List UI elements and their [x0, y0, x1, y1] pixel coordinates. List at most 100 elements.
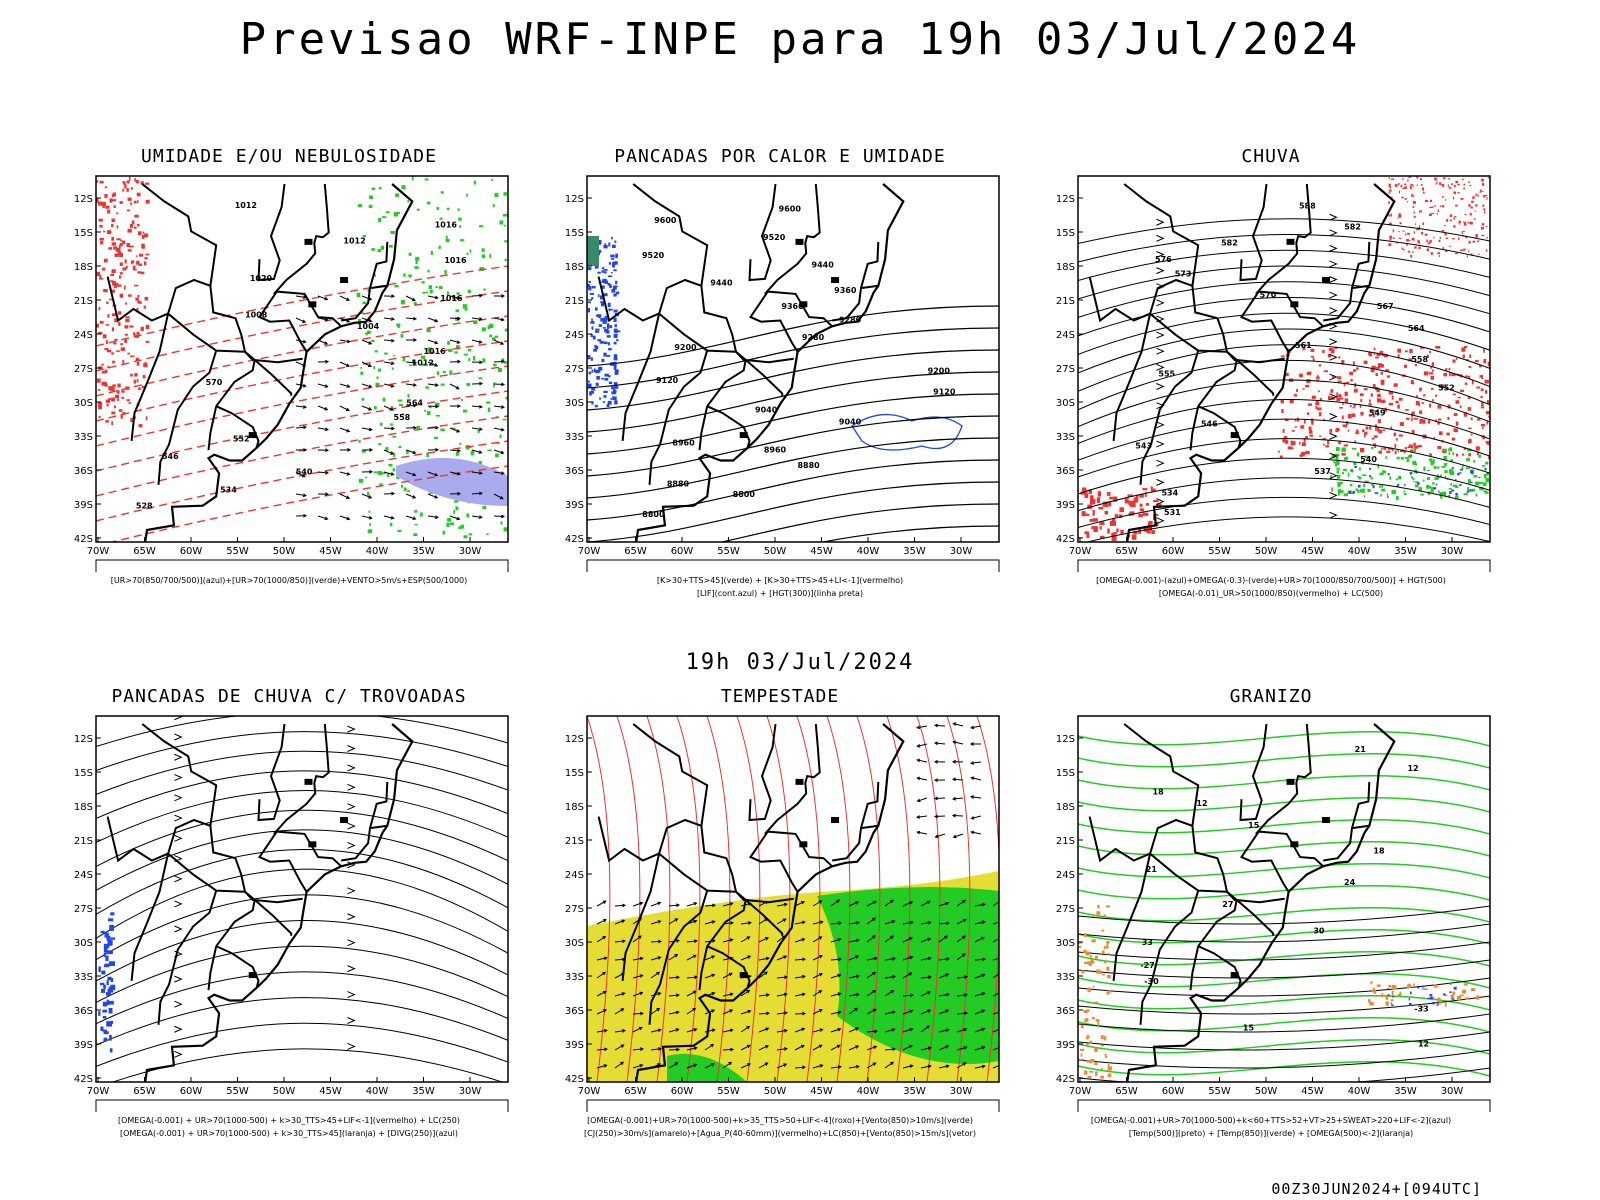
field-dot: [1142, 512, 1149, 516]
field-dot: [1444, 470, 1448, 474]
rain-red-field-north: [1388, 176, 1489, 258]
wind-vector-head: [764, 971, 768, 976]
field-dot: [589, 293, 595, 295]
field-dot: [1363, 388, 1368, 391]
field-dot: [392, 435, 397, 438]
wind-vector: [758, 994, 769, 997]
field-dot: [361, 450, 365, 453]
wind-vector-head: [909, 1064, 914, 1069]
field-dot: [599, 397, 602, 400]
wind-vector: [812, 1028, 823, 1033]
field-dot: [1411, 476, 1413, 479]
wind-vector: [920, 1047, 931, 1051]
wind-vector-head: [434, 318, 439, 323]
wind-vector-head: [621, 919, 626, 923]
field-dot: [1296, 388, 1298, 393]
field-dot: [367, 330, 371, 335]
field-dot: [120, 239, 123, 242]
wind-vector-head: [368, 495, 373, 499]
wind-vector: [920, 938, 931, 943]
wind-vector: [596, 919, 607, 925]
field-dot: [1285, 439, 1289, 444]
wind-vector: [974, 1028, 985, 1033]
field-dot: [1379, 350, 1384, 355]
field-dot: [1291, 430, 1295, 432]
field-dot: [1484, 211, 1486, 214]
border-line: [1226, 891, 1275, 936]
field-dot: [595, 328, 600, 331]
field-dot: [1343, 468, 1347, 471]
wind-vector-head: [479, 360, 484, 365]
wind-vector: [614, 1061, 624, 1069]
field-dot: [1146, 531, 1152, 534]
field-dot: [137, 223, 140, 227]
wind-vector-head: [346, 339, 351, 344]
wind-vector: [866, 1045, 877, 1051]
field-dot: [1435, 183, 1438, 185]
wind-vector: [956, 899, 966, 907]
border-line: [257, 183, 286, 282]
field-dot: [601, 286, 605, 289]
wind-vector: [650, 902, 661, 907]
field-dot: [103, 230, 106, 233]
field-dot: [587, 383, 592, 388]
panel-pancadas-trovoadas: PANCADAS DE CHUVA C/ TROVOADAS 12S 15S 18S…: [54, 686, 524, 1186]
field-dot: [1362, 429, 1365, 433]
wind-vector-head: [910, 993, 915, 998]
contour-label: 1008: [245, 311, 268, 320]
wind-vector: [812, 973, 823, 979]
field-dot: [1435, 419, 1438, 423]
wind-vector: [812, 936, 822, 943]
wind-vector: [650, 956, 661, 961]
field-dot: [1413, 231, 1416, 234]
wind-vector-head: [908, 972, 913, 976]
wind-vector-head: [456, 448, 461, 453]
field-dot: [1402, 178, 1404, 180]
field-dot: [1391, 448, 1394, 452]
wind-vector: [704, 1044, 714, 1051]
field-dot: [1472, 240, 1476, 243]
field-dot: [365, 332, 368, 336]
field-dot: [99, 180, 104, 184]
contour-label: 8960: [764, 446, 787, 455]
wind-vector: [383, 383, 394, 387]
wind-vector-head: [324, 296, 329, 301]
field-dot: [445, 238, 450, 243]
field-dot: [1447, 494, 1451, 498]
field-dot: [435, 286, 438, 288]
field-dot: [1444, 1002, 1447, 1007]
field-dot: [1349, 404, 1352, 408]
wind-vector: [405, 383, 416, 386]
field-dot: [1423, 371, 1429, 376]
streamline: [1078, 328, 1490, 374]
field-dot: [136, 379, 139, 383]
wind-vector: [295, 295, 306, 298]
streamline-arrow: [1329, 472, 1338, 480]
field-dot: [599, 340, 604, 344]
wind-vector-head: [413, 425, 418, 430]
field-dot: [1471, 380, 1474, 385]
lat-tick-label: 15S: [74, 228, 93, 239]
field-dot: [111, 199, 117, 202]
field-dot: [401, 185, 406, 190]
field-dot: [114, 318, 118, 323]
field-dot: [1294, 426, 1297, 428]
field-dot: [1407, 179, 1409, 182]
field-dot: [1385, 995, 1389, 1000]
wind-vector-head: [818, 1044, 823, 1049]
wind-vector-head: [346, 495, 350, 499]
wind-vector: [812, 900, 822, 907]
water-body-marker: [799, 301, 808, 308]
field-dot: [119, 262, 123, 267]
temp850-contour: [1078, 775, 1490, 791]
field-dot: [1381, 993, 1384, 998]
legend-line: [OMEGA(-0.001) + UR>70(1000-500) + k>30_…: [119, 1129, 459, 1138]
wind-vector: [614, 1008, 624, 1015]
wind-vector: [383, 471, 394, 476]
contour-label: 1016: [444, 256, 467, 265]
field-dot: [127, 249, 132, 252]
wind-vector-head: [945, 992, 950, 997]
water-body-marker: [1322, 817, 1331, 824]
field-dot: [121, 390, 125, 393]
wind-vector-head: [478, 427, 483, 431]
